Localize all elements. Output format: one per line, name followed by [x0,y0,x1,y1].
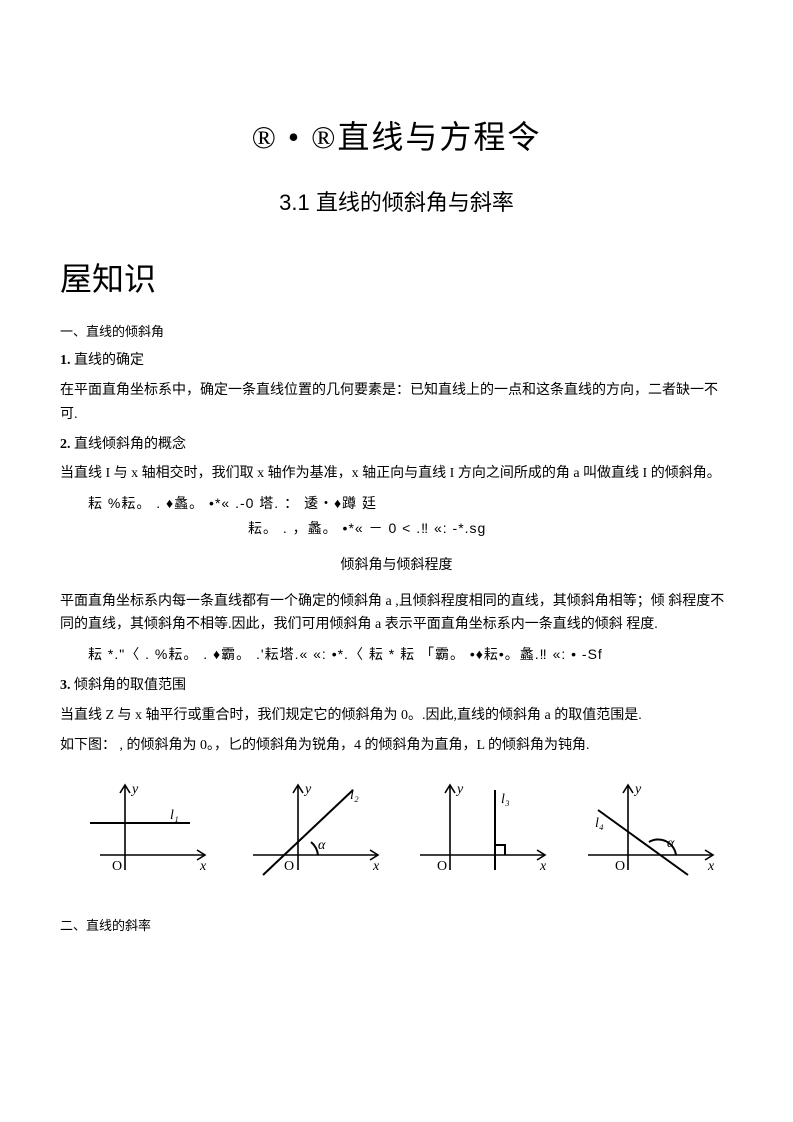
item-1-body: 在平面直角坐标系中，确定一条直线位置的几何要素是：已知直线上的一点和这条直线的方… [60,379,733,427]
figure-3: y x O l₃ [405,775,555,885]
subsection-1-heading: 一、直线的倾斜角 [60,321,733,343]
garbled-line-1-left: 耘 %耘。 . ♦蠡。 •*« .-0 塔. ： 逶・♦蹲 廷 [88,495,377,511]
figure-1: y x O l₁ [70,775,220,885]
item-1: 1. 直线的确定 [60,349,733,373]
fig2-alpha-label: α [318,838,326,853]
item-3-num: 3. [60,678,71,693]
fig2-O-label: O [284,859,294,874]
item-3-title: 倾斜角的取值范围 [74,678,186,693]
garbled-line-1-right: 耘。 . ，蠡。 •*« － 0 < .‼ «: -*.sg [248,517,486,541]
section-title-text: 直线的倾斜角与斜率 [310,190,514,215]
fig1-O-label: O [112,859,122,874]
garbled-line-2-text: 耘 *."〈 . %耘。 . ♦霸。 .'耘塔.« «: •*.〈 耘 * 耘 … [88,646,603,662]
item-2-body2: 平面直角坐标系内每一条直线都有一个确定的倾斜角 a ,且倾斜程度相同的直线，其倾… [60,590,733,638]
fig2-line-label: l₂ [350,788,359,803]
fig1-line-label: l₁ [170,808,179,823]
subsection-2-heading: 二、直线的斜率 [60,915,733,937]
center-subheading: 倾斜角与倾斜程度 [60,554,733,578]
fig4-alpha-label: α [667,836,675,851]
item-1-num: 1. [60,353,71,368]
fig2-y-label: y [303,782,312,797]
item-1-title: 直线的确定 [74,353,144,368]
fig4-y-label: y [633,782,642,797]
item-2-title: 直线倾斜角的概念 [74,437,186,452]
item-3-body2: 如下图： , 的倾斜角为 0。，匕的倾斜角为锐角，4 的倾斜角为直角，L 的倾斜… [60,734,733,758]
garbled-line-2: 耘 *."〈 . %耘。 . ♦霸。 .'耘塔.« «: •*.〈 耘 * 耘 … [88,643,733,668]
item-3-body1: 当直线 Z 与 x 轴平行或重合时，我们规定它的倾斜角为 0。.因此,直线的倾斜… [60,704,733,728]
fig4-line-label: l₄ [595,816,604,831]
item-2-body: 当直线 I 与 x 轴相交时，我们取 x 轴作为基准，x 轴正向与直线 I 方向… [60,462,733,486]
garbled-line-1: 耘 %耘。 . ♦蠡。 •*« .-0 塔. ： 逶・♦蹲 廷 耘。 . ，蠡。… [88,492,733,542]
figure-4: y x O l₄ α [573,775,723,885]
fig3-O-label: O [437,859,447,874]
fig3-x-label: x [539,859,547,874]
item-2: 2. 直线倾斜角的概念 [60,433,733,457]
fig3-y-label: y [455,782,464,797]
chapter-title: ® • ®直线与方程令 [60,110,733,164]
fig2-x-label: x [372,859,380,874]
item-2-num: 2. [60,437,71,452]
fig1-y-label: y [130,782,139,797]
figure-2: y x O l₂ α [238,775,388,885]
fig4-O-label: O [615,859,625,874]
section-title: 3.1 直线的倾斜角与斜率 [60,184,733,221]
fig4-x-label: x [707,859,715,874]
knowledge-heading: 屋知识 [60,252,733,306]
item-3: 3. 倾斜角的取值范围 [60,674,733,698]
figure-row: y x O l₁ y x O l₂ α [60,775,733,885]
fig3-line-label: l₃ [501,792,510,807]
section-number: 3.1 [279,190,310,215]
fig1-x-label: x [199,859,207,874]
